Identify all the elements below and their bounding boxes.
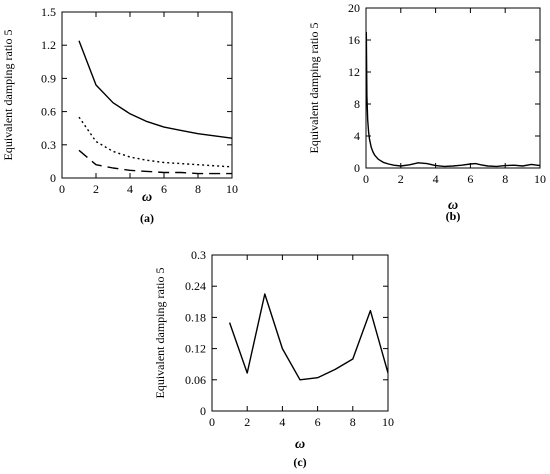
x-tick-label: 2: [93, 182, 99, 196]
y-tick-label: 0.3: [191, 248, 206, 262]
chart-panel-2: 0 2 4 6 8 10 0 4 8 12 16 20 Equivalent damping ratio…: [307, 1, 546, 223]
y-tick-label: 0.6: [41, 105, 56, 119]
x-tick-label: 4: [433, 172, 439, 186]
y-tick-label: 0: [200, 404, 206, 418]
x-tick-label: 8: [350, 415, 356, 429]
y-tick-label: 0.24: [185, 279, 206, 293]
y-tick-label: 12: [348, 65, 360, 79]
y-tick-label: 1.2: [41, 38, 56, 52]
x-tick-label: 0: [59, 182, 65, 196]
y-tick-label: 0.18: [185, 310, 206, 324]
y-tick-label: 1.5: [41, 5, 56, 19]
x-tick-label: 10: [382, 415, 394, 429]
series-line-solid: [228, 293, 388, 381]
x-tick-label: 6: [467, 172, 473, 186]
y-tick-label: 4: [354, 129, 360, 143]
y-axis-label: Equivalent damping ratio 5: [1, 30, 15, 161]
y-tick-label: 0: [354, 161, 360, 175]
y-tick-label: 0.9: [41, 71, 56, 85]
chart-panel-3: 0 2 4 6 8 10 0 0.06 0.12 0.18 0.24 0.3 Equivalent da…: [153, 248, 394, 469]
panel-label: (c): [293, 455, 306, 469]
series-line-dashed: [78, 149, 232, 175]
x-tick-label: 4: [279, 415, 285, 429]
x-tick-label: 2: [398, 172, 404, 186]
x-tick-label: 6: [315, 415, 321, 429]
x-tick-label: 0: [363, 172, 369, 186]
x-axis-label: ω: [448, 198, 458, 213]
x-axis-label: ω: [142, 190, 152, 205]
x-axis-label: ω: [295, 437, 305, 452]
series-line-solid: [78, 40, 232, 139]
y-axis-label: Equivalent damping ratio 5: [307, 23, 321, 154]
x-tick-label: 2: [244, 415, 250, 429]
x-tick-label: 8: [502, 172, 508, 186]
x-tick-label: 10: [534, 172, 546, 186]
x-tick-label: 6: [161, 182, 167, 196]
plot-frame: [365, 7, 541, 169]
series-line-solid: [366, 31, 540, 168]
panel-label: (a): [140, 211, 154, 225]
y-axis-label: Equivalent damping ratio 5: [153, 268, 167, 399]
y-tick-label: 0.06: [185, 373, 206, 387]
plot-frame: [211, 254, 389, 412]
y-tick-label: 0: [50, 171, 56, 185]
x-tick-label: 0: [209, 415, 215, 429]
x-tick-label: 4: [127, 182, 133, 196]
plot-frame: [61, 11, 233, 179]
y-tick-label: 16: [348, 33, 360, 47]
x-tick-label: 10: [226, 182, 238, 196]
chart-panel-1: 0 2 4 6 8 10 0 0.3 0.6 0.9 1.2 1.5 Equivalent dampin…: [1, 5, 238, 225]
panel-label: (b): [446, 209, 461, 223]
x-tick-label: 8: [195, 182, 201, 196]
y-tick-label: 8: [354, 97, 360, 111]
y-tick-label: 20: [348, 1, 360, 15]
y-tick-label: 0.12: [185, 342, 206, 356]
y-tick-label: 0.3: [41, 138, 56, 152]
